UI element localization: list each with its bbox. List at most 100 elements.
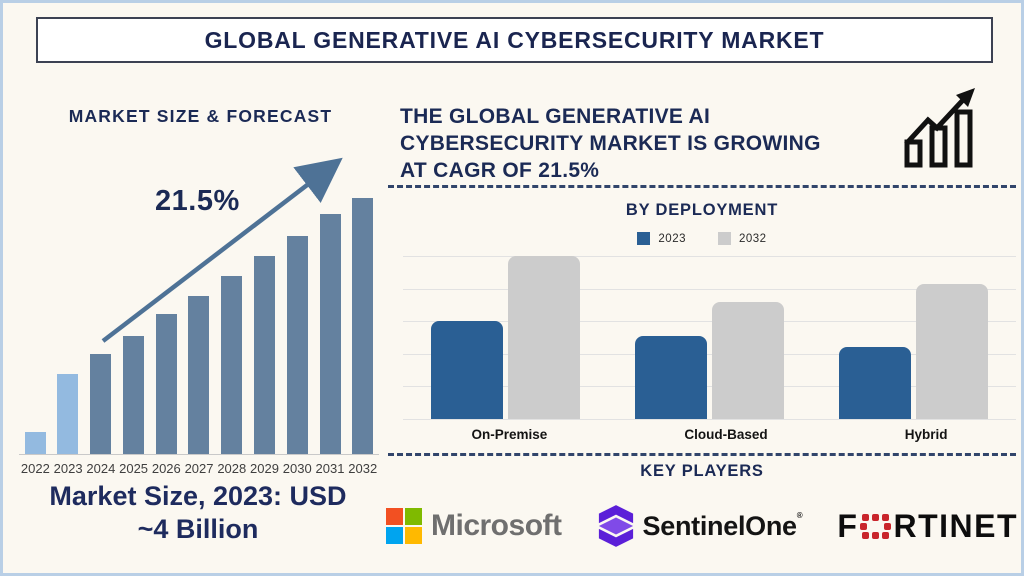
microsoft-square [405,527,422,544]
deployment-category-label: On-Premise [471,427,548,442]
microsoft-square [386,527,403,544]
dashed-divider-bottom [388,453,1016,456]
forecast-bar-2030 [286,236,308,454]
forecast-bar-2024 [90,354,112,454]
forecast-year-label: 2027 [184,461,214,476]
forecast-year-label: 2032 [348,461,378,476]
fortinet-dot [884,522,892,530]
fortinet-dot [862,513,870,521]
forecast-bar-2027 [188,296,210,454]
legend-item-2032: 2032 [718,232,767,245]
deployment-category-label: Cloud-Based [684,427,768,442]
forecast-bar-column [183,296,215,454]
caption-line-1: Market Size, 2023: USD [49,481,347,511]
caption-line-2: ~4 Billion [137,514,259,544]
forecast-bar-2031 [319,214,341,454]
microsoft-logo-icon [386,508,422,544]
forecast-year-label: 2031 [315,461,345,476]
market-forecast-chart [19,153,379,455]
forecast-bar-column [150,314,182,454]
fortinet-dot [872,513,880,521]
forecast-bar-2026 [155,314,177,454]
deployment-bar-Cloud-Based-2032 [711,302,784,419]
key-players-row: Microsoft SentinelOne® F RTINET [386,493,1018,559]
headline-line-3: AT CAGR OF 21.5% [400,159,600,182]
market-size-caption: Market Size, 2023: USD ~4 Billion [8,480,388,546]
cagr-headline: THE GLOBAL GENERATIVE AI CYBERSECURITY M… [400,103,910,184]
fortinet-dot [872,531,880,539]
forecast-year-label: 2026 [151,461,181,476]
forecast-bar-2022 [24,432,46,454]
sentinelone-logo: SentinelOne® [597,504,803,548]
deployment-bar-Hybrid-2023 [839,347,912,419]
forecast-bar-column [117,336,149,454]
headline-line-1: THE GLOBAL GENERATIVE AI [400,105,711,128]
fortinet-dot [860,522,868,530]
gridline [403,321,1016,323]
deployment-group-Hybrid [839,284,989,419]
forecast-bar-2023 [57,374,79,454]
forecast-bar-2032 [352,198,374,454]
fortinet-dot [882,531,890,539]
deployment-group-Cloud-Based [634,302,784,419]
forecast-year-label: 2025 [119,461,149,476]
forecast-year-label: 2024 [86,461,116,476]
forecast-years: 2022 2023 2024 2025 2026 2027 2028 2029 2030 2031… [19,461,379,476]
cagr-annotation: 21.5% [155,185,240,217]
forecast-bar-column [281,236,313,454]
microsoft-square [386,508,403,525]
growth-chart-icon [904,88,975,168]
forecast-year-label: 2023 [53,461,83,476]
dashed-divider-top [388,185,1016,188]
gridline [403,353,1016,355]
deployment-bar-Cloud-Based-2023 [634,336,707,419]
legend-swatch [637,232,651,245]
forecast-year-label: 2030 [282,461,312,476]
forecast-year-label: 2022 [20,461,50,476]
fortinet-wordmark-f: F [837,507,859,544]
sentinelone-wordmark: SentinelOne® [643,511,803,542]
fortinet-o-icon [860,513,892,539]
gridline [403,288,1016,290]
deployment-bar-On-Premise-2032 [507,256,580,419]
microsoft-wordmark: Microsoft [431,509,562,542]
fortinet-dot [862,531,870,539]
sentinelone-icon [598,505,633,547]
legend-swatch [718,232,731,245]
forecast-bar-column [85,354,117,454]
forecast-bar-column [314,214,346,454]
deployment-bar-On-Premise-2023 [430,321,503,419]
deployment-bar-Hybrid-2032 [916,284,989,419]
sentinelone-wordmark-text: SentinelOne [642,510,798,541]
legend-item-2023: 2023 [637,232,686,245]
headline-line-2: CYBERSECURITY MARKET IS GROWING [400,132,821,155]
forecast-bar-column [19,432,51,454]
registered-mark: ® [796,510,803,520]
deployment-labels: On-Premise Cloud-Based Hybrid [403,427,1016,442]
gridline [403,256,1016,257]
deployment-group-On-Premise [430,256,580,419]
forecast-bar-2028 [221,276,243,454]
fortinet-logo: F RTINET [837,508,1018,545]
forecast-bar-column [52,374,84,454]
deployment-category-label: Hybrid [904,427,948,442]
legend-label: 2023 [658,232,686,245]
key-players-title: KEY PLAYERS [640,462,764,480]
forecast-bar-column [249,256,281,454]
forecast-bar-2025 [122,336,144,454]
legend-label: 2032 [739,232,767,245]
fortinet-dot [882,513,890,521]
deployment-bars [403,256,1016,419]
page-title: GLOBAL GENERATIVE AI CYBERSECURITY MARKE… [204,26,825,53]
deployment-gridlines [403,256,1016,420]
deployment-chart-title: BY DEPLOYMENT [625,201,779,219]
forecast-year-label: 2028 [217,461,247,476]
forecast-bar-2029 [254,256,276,454]
forecast-year-label: 2029 [250,461,279,476]
deployment-legend: 2023 2032 [388,232,1016,245]
microsoft-square [405,508,422,525]
title-banner: GLOBAL GENERATIVE AI CYBERSECURITY MARKE… [36,17,993,63]
deployment-chart [403,256,1016,420]
microsoft-logo: Microsoft [386,508,562,544]
